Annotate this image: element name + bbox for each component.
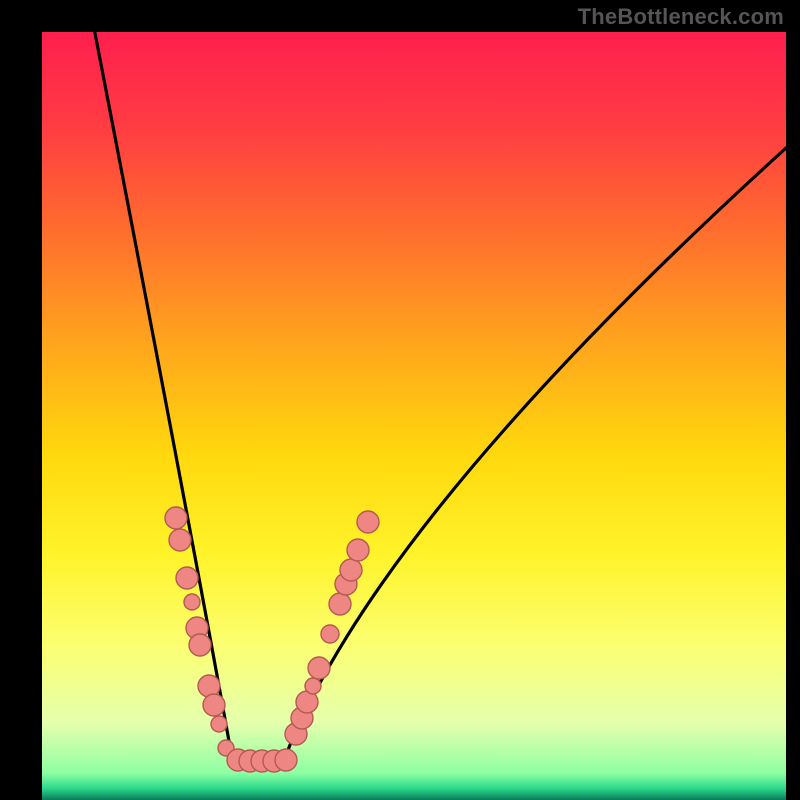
data-marker — [329, 593, 351, 615]
data-marker — [321, 625, 339, 643]
data-marker — [305, 678, 321, 694]
data-marker — [347, 539, 369, 561]
data-marker — [176, 567, 198, 589]
watermark-text: TheBottleneck.com — [578, 4, 784, 30]
data-marker — [189, 634, 211, 656]
data-marker — [203, 694, 225, 716]
data-marker — [211, 716, 227, 732]
data-marker — [169, 529, 191, 551]
bottleneck-chart — [0, 0, 800, 800]
data-marker — [165, 507, 187, 529]
data-marker — [308, 657, 330, 679]
data-marker — [357, 511, 379, 533]
data-marker — [275, 749, 297, 771]
chart-background — [42, 32, 786, 800]
data-marker — [184, 594, 200, 610]
data-marker — [340, 559, 362, 581]
chart-container: TheBottleneck.com — [0, 0, 800, 800]
